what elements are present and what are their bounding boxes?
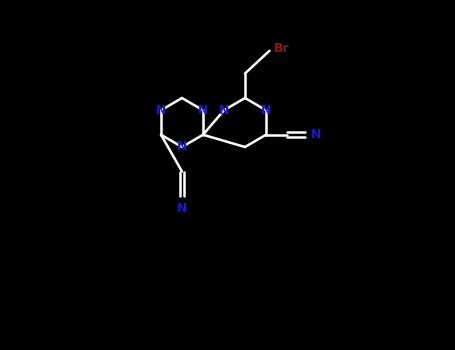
Text: N: N <box>198 104 208 117</box>
Text: N: N <box>219 104 229 117</box>
Text: N: N <box>311 128 321 141</box>
Text: N: N <box>261 104 271 117</box>
Text: N: N <box>177 202 187 215</box>
Text: Br: Br <box>274 42 289 56</box>
Text: N: N <box>156 104 166 117</box>
Text: N: N <box>177 140 187 154</box>
